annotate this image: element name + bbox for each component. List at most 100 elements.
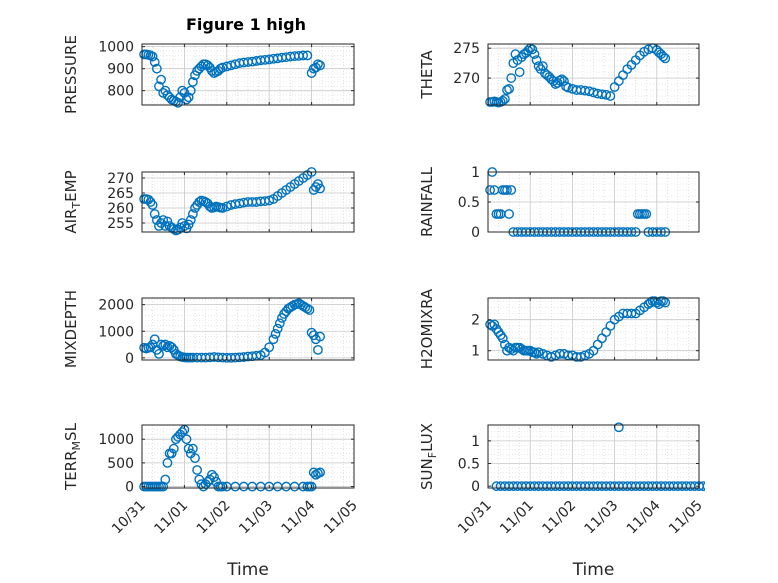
y-axis-label: THETA	[418, 50, 436, 100]
data-point	[149, 334, 160, 345]
subplot-8: 0 0.5 1 10/31 11/01 11/02 11/03 11/04 11/05 SUNFL…	[418, 422, 741, 580]
data-point	[151, 63, 162, 74]
data-point	[605, 91, 616, 101]
axes-box	[487, 43, 700, 106]
axes-box	[141, 297, 355, 361]
data-points	[485, 43, 671, 108]
x-tick-label: 10/31	[455, 498, 495, 538]
data-point	[308, 467, 319, 478]
axes-box	[487, 297, 700, 361]
data-point	[506, 185, 517, 195]
data-point	[149, 209, 160, 219]
data-point	[302, 303, 313, 314]
data-point	[315, 331, 325, 342]
y-tick-label: 500	[107, 456, 134, 472]
y-tick-label: 0	[125, 480, 134, 496]
data-point	[154, 348, 164, 359]
data-point	[310, 182, 321, 192]
data-point	[209, 472, 219, 483]
data-point	[315, 467, 325, 478]
x-axis-label: Time	[572, 560, 615, 580]
y-tick-label: 1000	[98, 40, 134, 56]
data-point	[187, 76, 198, 87]
y-axis-label: MIXDEPTH	[62, 290, 80, 368]
data-point	[207, 469, 217, 480]
data-point	[302, 50, 313, 61]
data-point	[158, 215, 169, 225]
y-tick-label: 900	[107, 62, 134, 78]
subplot-2: 270 275 THETA	[418, 41, 700, 108]
data-point	[185, 85, 196, 96]
data-point	[497, 333, 508, 344]
data-point	[181, 94, 192, 105]
x-tick-label: 11/01	[497, 498, 537, 538]
data-point	[546, 351, 557, 362]
data-point	[272, 323, 283, 334]
figure-title: Figure 1 high	[186, 15, 306, 34]
data-point	[162, 342, 173, 353]
y-tick-label: 260	[107, 201, 134, 217]
data-point	[298, 50, 309, 61]
data-point	[264, 195, 275, 206]
data-point	[187, 443, 198, 454]
data-point	[315, 183, 325, 194]
data-point	[147, 200, 158, 210]
y-axis-label: RAINFALL	[418, 166, 436, 237]
y-tick-label: 265	[107, 186, 134, 202]
y-axis-label: AIRTEMP	[62, 170, 83, 233]
data-point	[716, 482, 724, 490]
x-tick-label: 11/04	[279, 497, 319, 537]
data-point	[264, 342, 275, 353]
y-axis-label: PRESSURE	[62, 35, 80, 114]
data-point	[502, 85, 512, 95]
data-point	[274, 318, 285, 329]
y-tick-label: 0.5	[458, 195, 480, 211]
data-point	[707, 482, 715, 490]
y-tick-label: 1	[471, 344, 480, 360]
data-point	[306, 481, 317, 492]
data-point	[268, 334, 279, 345]
y-tick-label: 0	[471, 479, 480, 495]
data-point	[183, 219, 194, 230]
subplot-7: 0 500 1000 10/31 11/01 11/02 11/03 11/04 11/05 TE…	[62, 422, 361, 580]
data-points	[139, 424, 325, 492]
data-point	[147, 51, 158, 62]
y-tick-label: 255	[107, 216, 134, 232]
axes-box	[487, 424, 700, 489]
data-point	[658, 51, 669, 62]
data-point	[160, 474, 171, 485]
y-tick-label: 1000	[98, 432, 134, 448]
subplot-4: 0 0.5 1 RAINFALL	[418, 165, 700, 241]
data-point	[313, 344, 323, 355]
x-tick-label: 10/31	[109, 498, 149, 538]
x-tick-label: 11/05	[666, 498, 706, 538]
data-point	[626, 308, 637, 319]
data-point	[733, 482, 741, 490]
data-point	[177, 427, 188, 438]
data-point	[190, 453, 200, 464]
axes-box	[141, 171, 355, 233]
y-tick-label: 1000	[98, 324, 134, 340]
data-point	[485, 185, 496, 195]
axes-box	[141, 43, 355, 106]
data-point	[502, 185, 512, 195]
y-tick-label: 270	[453, 71, 480, 87]
data-point	[315, 60, 325, 71]
x-tick-label: 11/01	[151, 498, 191, 538]
data-point	[561, 81, 571, 92]
data-point	[217, 203, 228, 213]
data-point	[160, 339, 171, 350]
data-point	[156, 74, 166, 85]
y-tick-label: 0	[471, 225, 480, 241]
y-tick-label: 0.5	[458, 457, 480, 473]
data-point	[531, 55, 542, 66]
subplot-1: 800 900 1000 PRESSURE	[62, 35, 355, 114]
data-point	[537, 61, 548, 72]
y-tick-label: 1	[471, 165, 480, 181]
data-point	[660, 53, 671, 64]
data-point	[504, 209, 514, 219]
y-tick-label: 0	[125, 351, 134, 367]
